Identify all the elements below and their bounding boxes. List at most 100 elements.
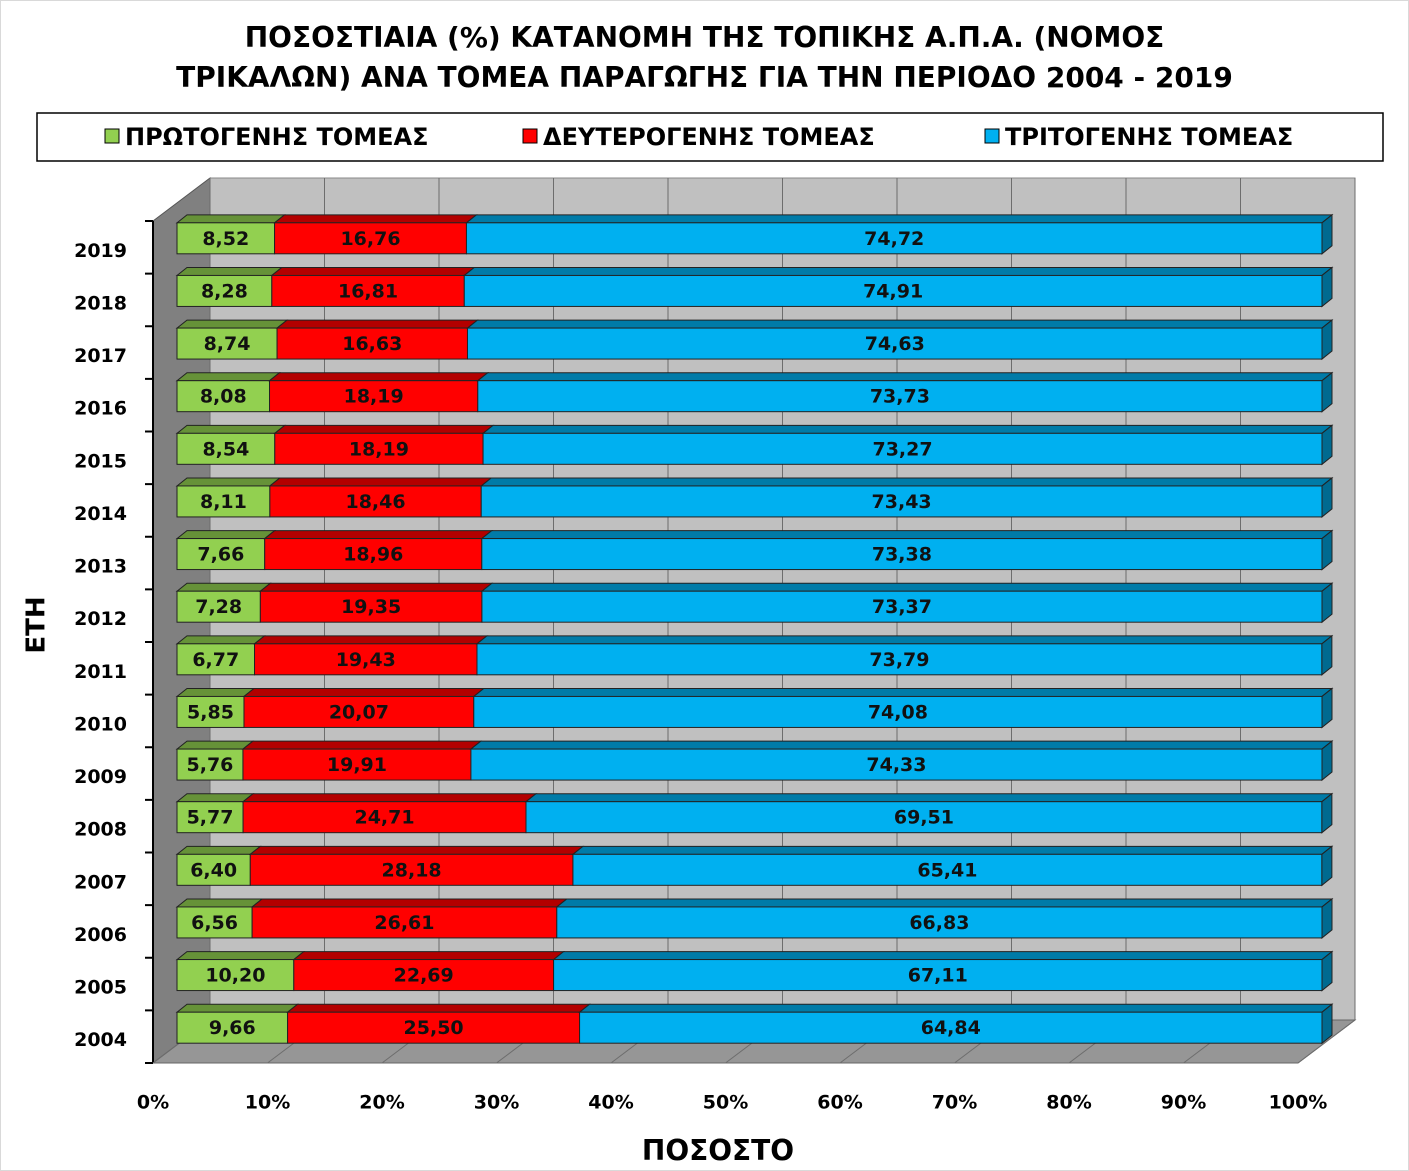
bar-top	[241, 740, 483, 750]
bar-top	[524, 793, 1334, 803]
x-tick-label: 30%	[474, 1092, 519, 1114]
bar-top	[465, 214, 1334, 224]
bar-end	[1321, 687, 1333, 729]
bar-top	[466, 319, 1334, 329]
bar	[477, 380, 1323, 413]
value-label: 67,11	[908, 965, 968, 987]
bar-end	[1321, 792, 1333, 834]
value-label: 10,20	[205, 965, 265, 987]
bar-top	[242, 687, 486, 697]
bar	[251, 906, 558, 939]
value-label: 8,74	[204, 333, 251, 355]
value-label: 18,19	[349, 438, 409, 460]
chart-title: ΠΟΣΟΣΤΙΑΙΑ (%) ΚΑΤΑΝΟΜΗ ΤΗΣ ΤΟΠΙΚΗΣ Α.Π.…	[176, 21, 1233, 94]
value-label: 74,91	[863, 280, 923, 302]
bar	[176, 327, 278, 360]
bar-top	[479, 477, 1334, 487]
bar	[176, 959, 295, 992]
x-tick-label: 20%	[359, 1092, 404, 1114]
bar-end	[1321, 897, 1333, 939]
y-tick-label: 2007	[74, 871, 127, 893]
bar-top	[175, 266, 284, 276]
value-label: 28,18	[382, 859, 442, 881]
bar-top	[175, 687, 256, 697]
bar	[271, 274, 465, 307]
bar-end	[1321, 213, 1333, 255]
value-label: 19,35	[341, 596, 401, 618]
bar-top	[175, 635, 266, 645]
bar-top	[578, 1003, 1334, 1013]
value-label: 26,61	[374, 912, 434, 934]
bar-end	[1321, 634, 1333, 676]
y-tick-label: 2015	[74, 450, 127, 472]
bar-top	[472, 687, 1334, 697]
bar-top	[175, 1003, 300, 1013]
bar-end	[1321, 476, 1333, 518]
bar-top	[263, 530, 494, 540]
value-label: 73,37	[872, 596, 932, 618]
bar	[243, 695, 475, 728]
y-tick-label: 2006	[74, 924, 127, 946]
bar-end	[1321, 740, 1333, 782]
bar-top	[462, 266, 1334, 276]
legend-swatch	[104, 128, 120, 144]
value-label: 66,83	[909, 912, 969, 934]
bar	[269, 380, 479, 413]
value-label: 73,38	[872, 544, 932, 566]
legend-swatch	[522, 128, 538, 144]
x-tick-label: 60%	[817, 1092, 862, 1114]
y-tick-label: 2011	[74, 661, 127, 683]
value-label: 73,73	[870, 386, 930, 408]
value-label: 65,41	[917, 859, 977, 881]
bar-top	[175, 424, 287, 434]
bar	[176, 590, 261, 623]
bar-end	[1321, 582, 1333, 624]
x-tick-label: 100%	[1269, 1092, 1328, 1114]
bar	[473, 695, 1323, 728]
bar-top	[258, 582, 494, 592]
bar-end	[1321, 266, 1333, 308]
bar	[176, 853, 251, 886]
bar-top	[476, 372, 1334, 382]
y-tick-label: 2008	[74, 819, 127, 841]
value-label: 5,77	[187, 807, 234, 829]
bar-top	[175, 740, 255, 750]
y-tick-label: 2019	[74, 240, 127, 262]
bar-top	[175, 319, 289, 329]
bar	[176, 1011, 289, 1044]
bar-top	[175, 477, 282, 487]
value-label: 74,33	[866, 754, 926, 776]
bar	[556, 906, 1323, 939]
bar	[176, 485, 271, 518]
value-label: 16,63	[342, 333, 402, 355]
value-label: 6,40	[190, 859, 237, 881]
legend-box	[36, 112, 1384, 162]
y-axis-title: ΕΤΗ	[22, 596, 52, 653]
value-label: 18,46	[345, 491, 405, 513]
bar	[465, 222, 1323, 255]
value-label: 20,07	[329, 701, 389, 723]
y-tick-label: 2018	[74, 292, 127, 314]
value-label: 8,08	[200, 386, 247, 408]
value-label: 9,66	[209, 1017, 256, 1039]
bar-end	[1321, 529, 1333, 571]
bar	[466, 327, 1323, 360]
bar-top	[273, 214, 478, 224]
value-label: 6,77	[192, 649, 239, 671]
value-label: 5,85	[187, 701, 234, 723]
bar	[269, 485, 482, 518]
bar-end	[1321, 371, 1333, 413]
bar	[249, 853, 574, 886]
bar	[242, 801, 527, 834]
bar	[481, 538, 1323, 571]
value-label: 74,08	[868, 701, 928, 723]
grid-line	[1297, 178, 1356, 1064]
value-label: 7,66	[197, 544, 244, 566]
value-label: 6,56	[191, 912, 238, 934]
bar	[176, 432, 276, 465]
bar	[176, 274, 273, 307]
bar	[553, 959, 1323, 992]
bar-top	[480, 582, 1334, 592]
value-label: 16,81	[338, 280, 398, 302]
